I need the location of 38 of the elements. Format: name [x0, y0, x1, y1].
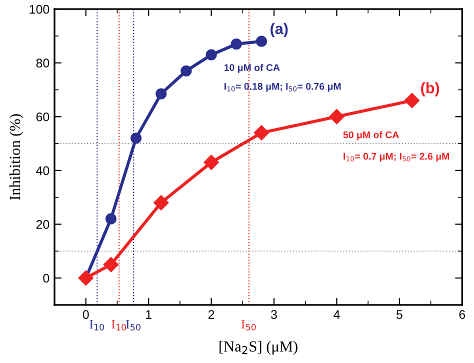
point: [130, 132, 142, 144]
y-tick-label: 20: [36, 220, 50, 229]
point: [404, 92, 420, 108]
x-tick-label: 4: [334, 310, 340, 319]
annotation: 50 μM of CA: [343, 131, 399, 140]
point: [329, 109, 344, 124]
y-tick-label: 60: [36, 112, 50, 122]
x-tick-label: 3: [271, 310, 277, 319]
point: [256, 36, 268, 47]
y-tick-label: 100: [30, 4, 50, 14]
point: [156, 88, 167, 100]
y-axis-title: Inhibition (%): [9, 114, 24, 200]
series-label: (a): [270, 22, 288, 38]
ref-line-label: I$_{10}$: [112, 320, 126, 330]
annotation: I$_{10}$= 0.7 μM; I$_{50}$= 2.6 μM: [344, 152, 450, 162]
point: [105, 213, 117, 224]
x-tick-label: 2: [208, 310, 214, 319]
x-tick-label: 0: [82, 310, 89, 319]
point: [254, 125, 270, 140]
y-tick-label: 80: [36, 58, 50, 68]
annotation: 10 μM of CA: [224, 64, 280, 73]
point: [230, 38, 242, 50]
y-tick-label: 0: [43, 274, 50, 283]
x-tick-label: 5: [396, 310, 402, 319]
point: [154, 195, 169, 210]
annotation: I$_{10}$= 0.18 μM; I$_{50}$= 0.76 μM: [224, 82, 341, 92]
ref-line-label: I$_{10}$: [90, 320, 104, 330]
ref-line-label: I$_{50}$: [126, 320, 140, 330]
point: [180, 65, 192, 76]
x-tick-label: 6: [459, 310, 466, 319]
series-label: (b): [421, 82, 440, 96]
point: [103, 257, 119, 272]
point: [206, 49, 217, 60]
x-tick-label: 1: [146, 310, 152, 319]
x-axis-title: [Na$_{2}$S] (μM): [220, 340, 298, 355]
ref-line-label: I$_{50}$: [241, 320, 256, 330]
y-tick-label: 40: [36, 166, 50, 176]
point: [204, 154, 219, 170]
